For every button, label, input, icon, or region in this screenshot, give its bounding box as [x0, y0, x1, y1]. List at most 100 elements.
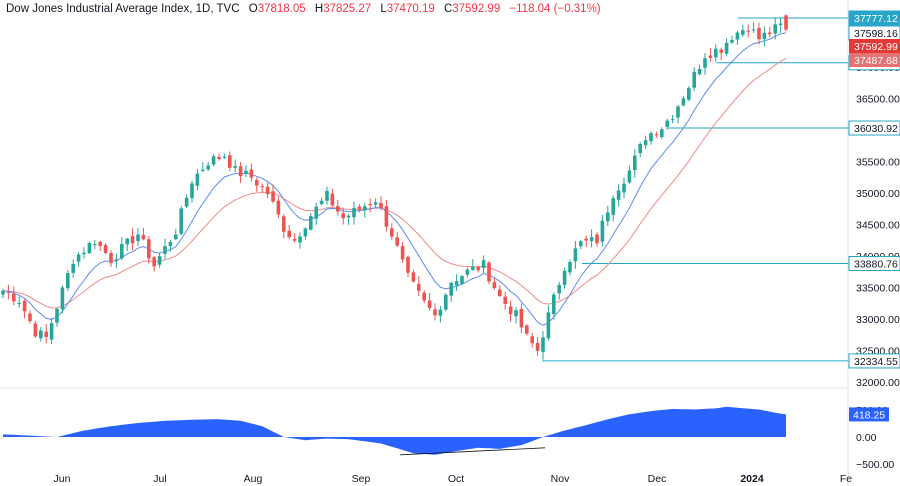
osc-current-tag: [849, 407, 889, 422]
candle: [595, 232, 599, 247]
candle: [471, 259, 475, 271]
candle: [784, 14, 788, 32]
candle-body: [336, 206, 340, 212]
candle: [481, 255, 486, 274]
open-label: O: [248, 3, 258, 15]
candle-body: [168, 241, 173, 246]
high-value: 37825.27: [323, 3, 372, 15]
candle: [584, 235, 588, 248]
osc-tick-label: −500.00: [856, 459, 894, 471]
candle: [368, 198, 372, 213]
candle-body: [60, 287, 65, 310]
candle: [622, 177, 626, 199]
candle: [714, 44, 718, 63]
candle-body: [427, 300, 432, 308]
candle: [190, 180, 194, 203]
candle: [238, 161, 243, 184]
candle: [611, 195, 615, 222]
candle: [498, 285, 502, 298]
candle: [616, 184, 621, 207]
candle-body: [1, 290, 5, 295]
candle: [17, 296, 21, 308]
time-tick-label: Jul: [153, 473, 166, 485]
candle-body: [271, 191, 275, 202]
price-tag-label: 37598.16: [854, 28, 898, 40]
candle-body: [784, 15, 788, 30]
price-tag-label: 37777.12: [854, 13, 898, 25]
candle: [487, 260, 491, 285]
candle: [778, 17, 783, 33]
candle-body: [71, 263, 75, 273]
candle-body: [471, 266, 475, 270]
candle: [179, 205, 183, 236]
candle-body: [444, 294, 448, 310]
candle: [568, 259, 572, 276]
candle-body: [730, 39, 734, 43]
candle-body: [589, 237, 594, 242]
candle-body: [433, 309, 437, 316]
candle-body: [114, 259, 119, 261]
ema-fast-line: [2, 32, 787, 326]
candle: [325, 186, 329, 205]
time-tick-label: 2024: [740, 473, 764, 485]
candle-body: [552, 294, 556, 315]
candle-body: [6, 292, 11, 294]
candle-body: [654, 134, 659, 136]
candle-body: [130, 236, 135, 244]
candle: [643, 136, 648, 149]
candle: [573, 241, 578, 269]
close-value: 37592.99: [452, 3, 501, 15]
candle-body: [611, 198, 615, 215]
candle-body: [39, 330, 43, 339]
candle: [157, 252, 162, 268]
candle-body: [595, 234, 599, 244]
time-tick-label: Jun: [54, 473, 71, 485]
candle-body: [238, 166, 243, 176]
candle-body: [379, 202, 383, 209]
candle-body: [492, 282, 497, 289]
candle-body: [735, 32, 740, 40]
candle-body: [708, 55, 713, 58]
candle: [244, 165, 248, 178]
candle: [390, 223, 394, 240]
candle-body: [530, 336, 534, 344]
candle: [411, 269, 416, 283]
candle-body: [222, 156, 227, 158]
candle: [449, 281, 453, 302]
candle: [319, 197, 324, 206]
candle: [130, 228, 135, 251]
candle: [492, 277, 497, 290]
candle: [265, 182, 270, 199]
candle-body: [687, 88, 691, 100]
candle-body: [649, 133, 653, 142]
level-tag-label: 33880.76: [854, 258, 898, 270]
candle: [697, 64, 702, 76]
candle: [687, 86, 691, 102]
candle-body: [465, 269, 470, 275]
candle: [454, 274, 459, 291]
candle-body: [600, 220, 605, 242]
candle-body: [606, 212, 610, 222]
candle-body: [476, 266, 480, 271]
price-tag-close: [849, 39, 900, 53]
candle: [557, 281, 561, 300]
price-tick-label: 35000.00: [856, 188, 900, 200]
candle: [211, 154, 216, 167]
candle-body: [438, 309, 443, 316]
candle-body: [298, 236, 302, 243]
candle: [330, 188, 335, 207]
level-tag: [848, 353, 900, 369]
candle: [768, 26, 772, 38]
candle-body: [768, 32, 772, 35]
candle: [206, 162, 210, 171]
candle-body: [12, 293, 16, 302]
candle: [400, 242, 405, 263]
oscillator-area: [3, 406, 786, 455]
candle-body: [141, 235, 146, 240]
candle: [552, 292, 556, 320]
candle-body: [670, 119, 675, 121]
candle: [71, 259, 75, 278]
candle: [184, 194, 189, 208]
candle-body: [395, 237, 399, 246]
